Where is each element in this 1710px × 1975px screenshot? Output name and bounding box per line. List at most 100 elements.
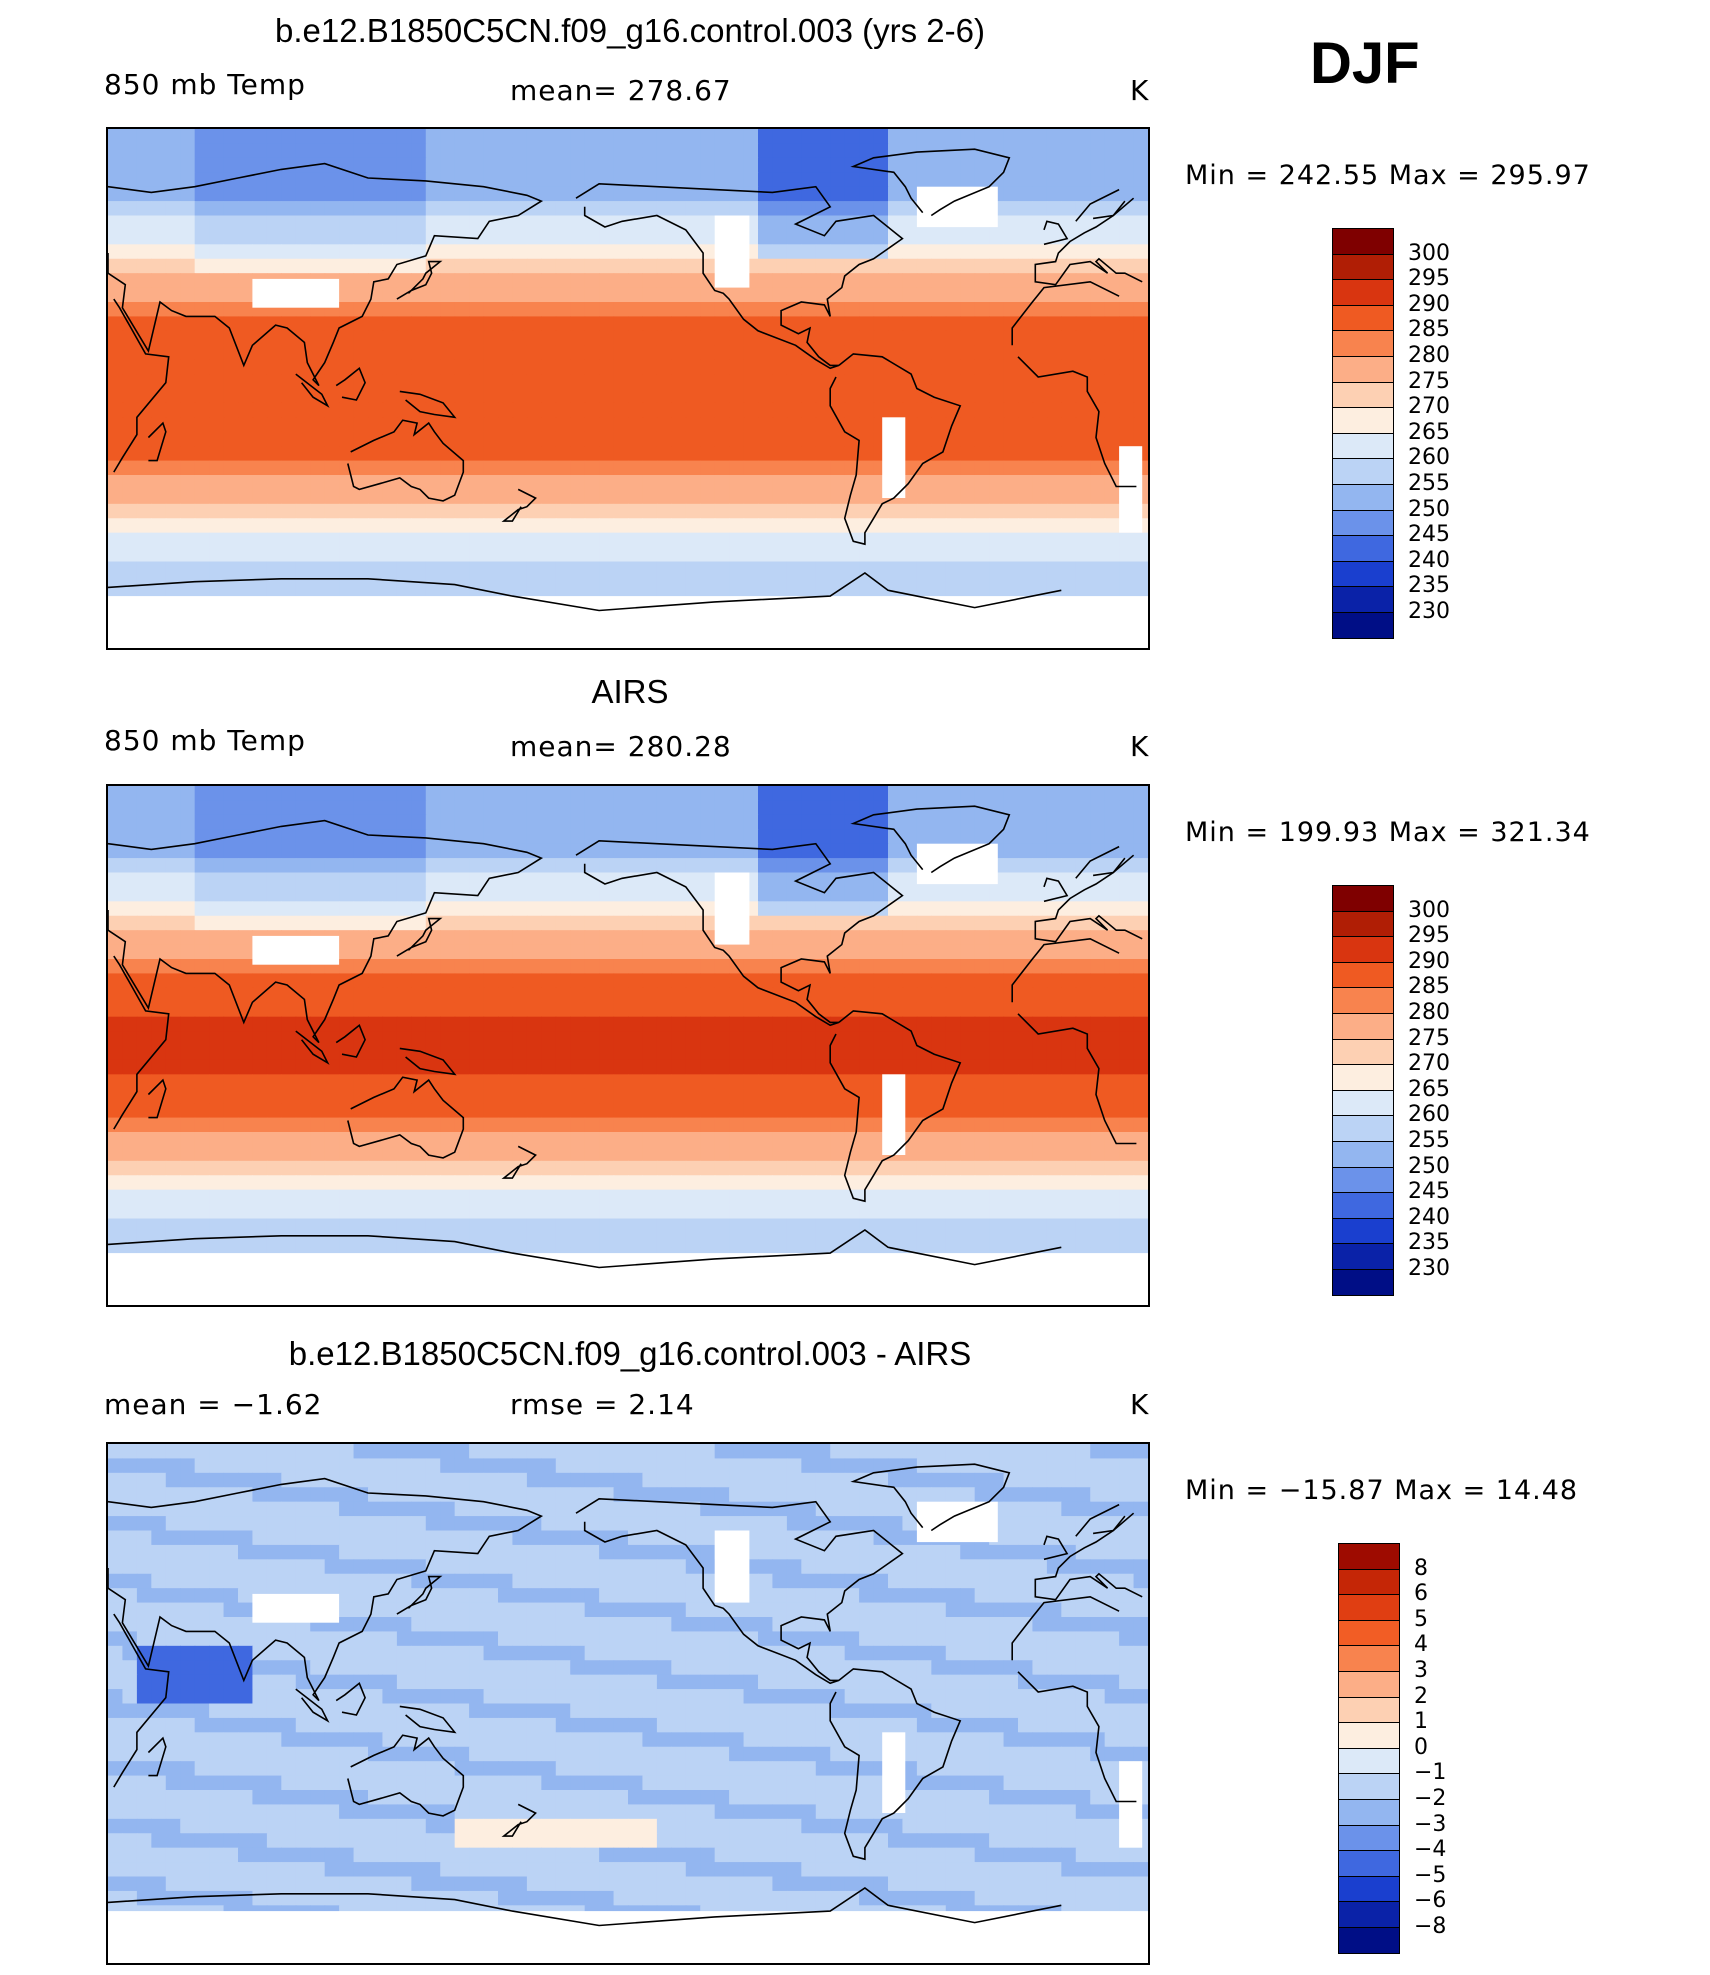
colorbar-tick-label: −6 <box>1414 1888 1447 1914</box>
missing-data-mask <box>1119 1761 1143 1848</box>
coastline-japan <box>396 260 443 300</box>
mean-label: mean= 278.67 <box>510 74 732 107</box>
colorbar-swatch <box>1338 1543 1400 1570</box>
colorbar-tick-label: 270 <box>1408 1051 1450 1077</box>
colorbar-swatch <box>1332 1115 1394 1142</box>
colorbar-swatch <box>1332 228 1394 255</box>
colorbar-swatch <box>1332 279 1394 306</box>
colorbar-swatch <box>1338 1850 1400 1877</box>
coastline-africa <box>1017 1013 1137 1145</box>
coastline-scand <box>1075 845 1120 879</box>
coastline-australia <box>347 419 465 502</box>
coastline-namerica <box>575 1497 904 1685</box>
panel-title: b.e12.B1850C5CN.f09_g16.control.003 - AI… <box>288 1335 972 1372</box>
rmse-label: rmse = 2.14 <box>510 1388 695 1421</box>
season-label: DJF <box>1310 31 1420 96</box>
units-label: K <box>1130 1388 1150 1421</box>
coastline-antarctica <box>108 1887 1062 1927</box>
colorbar-swatch <box>1332 1243 1394 1270</box>
units-label: K <box>1130 74 1150 107</box>
coastline-namerica <box>575 839 904 1027</box>
coastline-newguinea <box>399 1047 457 1076</box>
colorbar-tick-label: 4 <box>1414 1632 1428 1658</box>
colorbar-swatch <box>1332 1141 1394 1168</box>
colorbar-swatch <box>1332 484 1394 511</box>
colorbar-tick-label: 245 <box>1408 1179 1450 1205</box>
coastline-nz <box>501 1145 537 1179</box>
colorbar-tick-label: 255 <box>1408 1128 1450 1153</box>
minmax-label: Min = −15.87 Max = 14.48 <box>1185 1475 1579 1506</box>
colorbar-tick-label: 2 <box>1414 1683 1428 1709</box>
colorbar-swatch <box>1332 304 1394 332</box>
coastline-namerica <box>575 182 904 370</box>
colorbar-swatch <box>1332 560 1394 588</box>
coastline-australia <box>347 1076 465 1159</box>
colorbar-tick-label: 5 <box>1414 1606 1428 1632</box>
coastline-africa <box>1011 1595 1120 1661</box>
coastline-greenland <box>850 805 1011 874</box>
colorbar-swatch <box>1332 1089 1394 1117</box>
colorbar-tick-label: −8 <box>1414 1914 1447 1939</box>
missing-data-mask <box>252 278 340 308</box>
colorbar-swatch <box>1332 1166 1394 1194</box>
colorbar-tick-label: 280 <box>1408 343 1450 368</box>
colorbar-obs: 300 295 290 285 280 275 270 265 260 255 250 245 240 2… <box>1332 885 1532 1296</box>
map-diff <box>106 1442 1150 1965</box>
colorbar-swatch <box>1332 432 1394 460</box>
coastline-europe <box>1034 200 1143 286</box>
colorbar-tick-label: 240 <box>1408 1204 1450 1230</box>
colorbar-tick-label: 265 <box>1408 419 1450 445</box>
field-label: 850 mb Temp <box>104 724 306 757</box>
colorbar-tick-label: 295 <box>1408 266 1450 292</box>
colorbar-tick-label: 260 <box>1408 1102 1450 1128</box>
colorbar-tick-label: 290 <box>1408 948 1450 974</box>
colorbar-tick-label: 300 <box>1408 240 1450 266</box>
coastline-madagascar <box>147 421 167 462</box>
coastline-newguinea <box>399 1705 457 1734</box>
colorbar-tick-label: 240 <box>1408 547 1450 573</box>
colorbar-tick-label: 8 <box>1414 1555 1428 1581</box>
mean-label: mean= 280.28 <box>510 730 732 763</box>
colorbar-tick-label: 1 <box>1414 1709 1428 1735</box>
colorbar-tick-label: 3 <box>1414 1658 1428 1683</box>
colorbar-tick-label: 245 <box>1408 522 1450 548</box>
colorbar-tick-label: 285 <box>1408 974 1450 1000</box>
coastline-antarctica <box>108 1229 1062 1269</box>
coastline-borneo <box>335 367 366 401</box>
coastline-africa <box>113 1613 170 1788</box>
colorbar-tick-label: 270 <box>1408 394 1450 420</box>
colorbar-swatch <box>1332 1064 1394 1091</box>
colorbar-swatch <box>1332 961 1394 989</box>
colorbar-tick-label: 250 <box>1408 496 1450 522</box>
colorbar-swatch <box>1332 356 1394 383</box>
coastline-newguinea <box>399 390 457 419</box>
colorbar-tick-label: −5 <box>1414 1862 1447 1888</box>
colorbar-swatch <box>1338 1824 1400 1852</box>
coastline-sumatra <box>295 373 330 408</box>
coastline-europe <box>1034 857 1143 943</box>
colorbar-swatch <box>1332 253 1394 281</box>
colorbar-swatch <box>1338 1696 1400 1724</box>
map-obs <box>106 784 1150 1307</box>
coastline-eurasia <box>108 819 544 1044</box>
coastline-uk <box>1043 220 1069 246</box>
antarctica-mask <box>108 1911 1148 1963</box>
coastline-japan <box>396 917 443 957</box>
panel-title: AIRS <box>591 673 669 710</box>
colorbar-tick-label: −3 <box>1414 1811 1447 1837</box>
missing-data-mask <box>252 1593 340 1623</box>
colorbar-swatch <box>1332 1269 1394 1296</box>
colorbar-tick-label: −1 <box>1414 1760 1447 1786</box>
colorbar-tick-label: 235 <box>1408 1230 1450 1256</box>
colorbar-tick-label: 290 <box>1408 291 1450 317</box>
coastline-europe <box>1034 1515 1143 1601</box>
colorbar-tick-label: 250 <box>1408 1153 1450 1179</box>
colorbar-swatch <box>1338 1901 1400 1928</box>
missing-data-mask <box>882 417 906 498</box>
colorbar-tick-label: 260 <box>1408 445 1450 471</box>
coastline-scand <box>1092 854 1135 877</box>
coastline-greenland <box>850 1463 1011 1532</box>
colorbar-tick-label: 300 <box>1408 897 1450 923</box>
coastline-borneo <box>335 1682 366 1716</box>
colorbar-tick-label: 6 <box>1414 1581 1428 1607</box>
